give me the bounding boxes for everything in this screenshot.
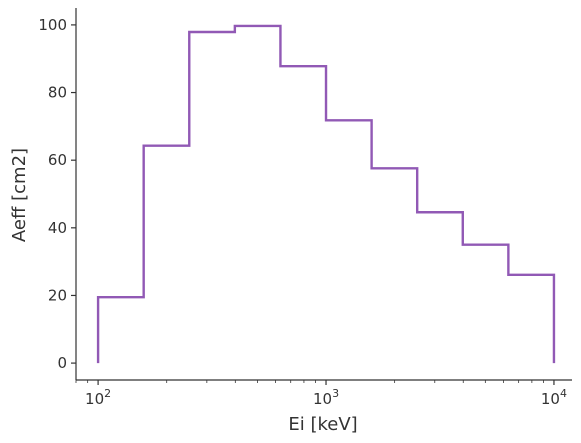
x-tick-label: 104 xyxy=(541,387,567,408)
y-tick-label: 20 xyxy=(48,286,67,304)
x-tick-label: 103 xyxy=(313,387,339,408)
y-tick-label: 0 xyxy=(57,354,67,372)
y-tick-label: 100 xyxy=(38,16,67,34)
axes: 0 20 40 60 80 100 102 103 104 xyxy=(38,8,572,408)
aeff-step-line xyxy=(96,24,556,364)
x-tick-label: 102 xyxy=(85,387,111,408)
y-tick-label: 40 xyxy=(48,219,67,237)
x-axis-label: Ei [keV] xyxy=(288,414,357,435)
y-tick-label: 80 xyxy=(48,84,67,102)
y-axis-label: Aeff [cm2] xyxy=(9,148,30,242)
y-tick-label: 60 xyxy=(48,151,67,169)
plot-area xyxy=(96,24,556,364)
